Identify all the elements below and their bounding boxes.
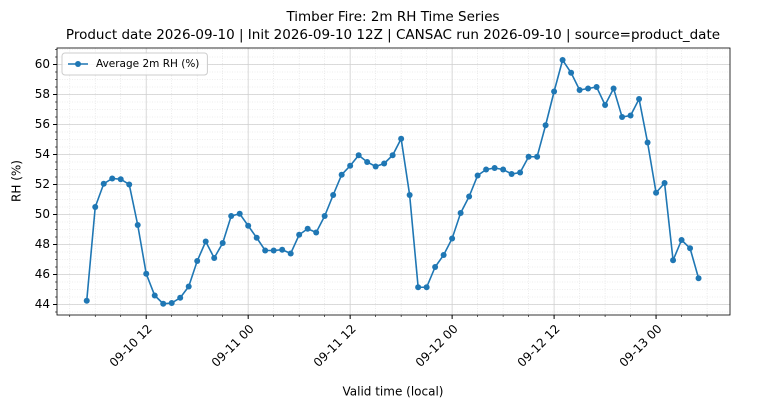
data-point xyxy=(602,102,609,108)
data-point xyxy=(381,160,388,167)
data-point xyxy=(92,204,99,210)
data-point xyxy=(117,176,124,183)
data-point xyxy=(627,112,634,119)
chart-title: Timber Fire: 2m RH Time Series xyxy=(285,9,499,25)
data-point xyxy=(270,247,277,254)
data-point xyxy=(619,114,626,120)
data-point xyxy=(500,166,507,173)
data-point xyxy=(661,180,668,186)
x-tick-label: 09-12 00 xyxy=(413,322,461,370)
data-point xyxy=(585,85,592,92)
data-point xyxy=(279,246,286,253)
data-point xyxy=(576,87,583,93)
data-point xyxy=(100,180,107,187)
data-point xyxy=(389,152,396,159)
data-point xyxy=(330,192,337,198)
data-point xyxy=(644,139,651,146)
data-point xyxy=(551,88,558,95)
data-point xyxy=(338,171,345,178)
data-point xyxy=(508,171,515,177)
data-point xyxy=(143,270,150,277)
data-point xyxy=(347,162,354,169)
data-point xyxy=(194,258,201,264)
data-point xyxy=(253,234,260,241)
data-point xyxy=(695,275,702,282)
x-tick-label: 09-13 00 xyxy=(617,322,665,370)
data-point xyxy=(355,152,362,159)
data-point xyxy=(228,213,235,219)
data-point xyxy=(491,165,498,171)
data-point xyxy=(423,284,430,291)
data-point xyxy=(457,210,464,216)
data-point xyxy=(160,300,167,307)
data-point xyxy=(406,192,413,198)
y-tick-label: 58 xyxy=(35,87,50,101)
data-point xyxy=(134,222,141,228)
data-point xyxy=(126,181,133,188)
data-point xyxy=(364,159,371,165)
data-point xyxy=(372,163,379,170)
data-point xyxy=(304,225,311,232)
data-point xyxy=(415,284,422,291)
data-point xyxy=(653,189,660,196)
data-point xyxy=(432,264,439,270)
y-tick-label: 44 xyxy=(35,297,50,311)
y-tick-label: 52 xyxy=(35,177,50,191)
data-point xyxy=(287,250,294,257)
y-tick-label: 60 xyxy=(35,57,50,71)
data-point xyxy=(185,283,192,290)
data-point xyxy=(636,96,643,102)
data-point xyxy=(321,213,328,219)
data-point xyxy=(517,169,524,176)
data-point xyxy=(313,229,320,236)
plot-frame xyxy=(56,47,731,316)
y-tick-label: 46 xyxy=(35,267,50,281)
data-point xyxy=(440,252,447,258)
x-tick-label: 09-10 12 xyxy=(107,322,155,370)
data-point xyxy=(687,245,694,252)
data-point xyxy=(542,122,549,129)
legend-box xyxy=(61,52,208,76)
data-point xyxy=(610,85,617,92)
data-point xyxy=(449,235,456,242)
data-point xyxy=(211,255,218,261)
data-point xyxy=(296,231,303,238)
data-point xyxy=(525,153,532,160)
data-point xyxy=(109,175,116,182)
data-point xyxy=(219,240,226,246)
chart-subtitle: Product date 2026-09-10 | Init 2026-09-1… xyxy=(66,27,720,43)
data-point xyxy=(483,166,490,173)
y-tick-label: 56 xyxy=(35,117,50,131)
data-point xyxy=(534,153,541,160)
y-tick-label: 50 xyxy=(35,207,50,221)
data-point xyxy=(474,172,481,179)
data-point xyxy=(151,292,158,299)
data-point xyxy=(559,57,566,63)
data-point xyxy=(670,257,677,264)
x-tick-label: 09-12 12 xyxy=(515,322,563,370)
y-tick-label: 48 xyxy=(35,237,50,251)
y-axis-label: RH (%) xyxy=(10,160,24,202)
data-point xyxy=(168,300,175,306)
data-point xyxy=(236,210,243,217)
x-tick-label: 09-11 12 xyxy=(311,322,359,370)
legend-marker xyxy=(75,61,81,67)
y-tick-label: 54 xyxy=(35,147,50,161)
x-tick-label: 09-11 00 xyxy=(209,322,257,370)
data-point xyxy=(568,69,575,76)
legend: Average 2m RH (%) xyxy=(61,52,208,76)
data-point xyxy=(177,294,184,301)
data-point xyxy=(83,297,90,304)
x-axis-label: Valid time (local) xyxy=(343,385,444,399)
data-point xyxy=(398,135,405,142)
legend-label: Average 2m RH (%) xyxy=(96,58,199,70)
data-point xyxy=(593,84,600,90)
data-point xyxy=(245,222,252,229)
data-point xyxy=(466,193,473,200)
data-point xyxy=(202,238,209,245)
data-point xyxy=(262,247,269,254)
data-point xyxy=(678,237,685,243)
